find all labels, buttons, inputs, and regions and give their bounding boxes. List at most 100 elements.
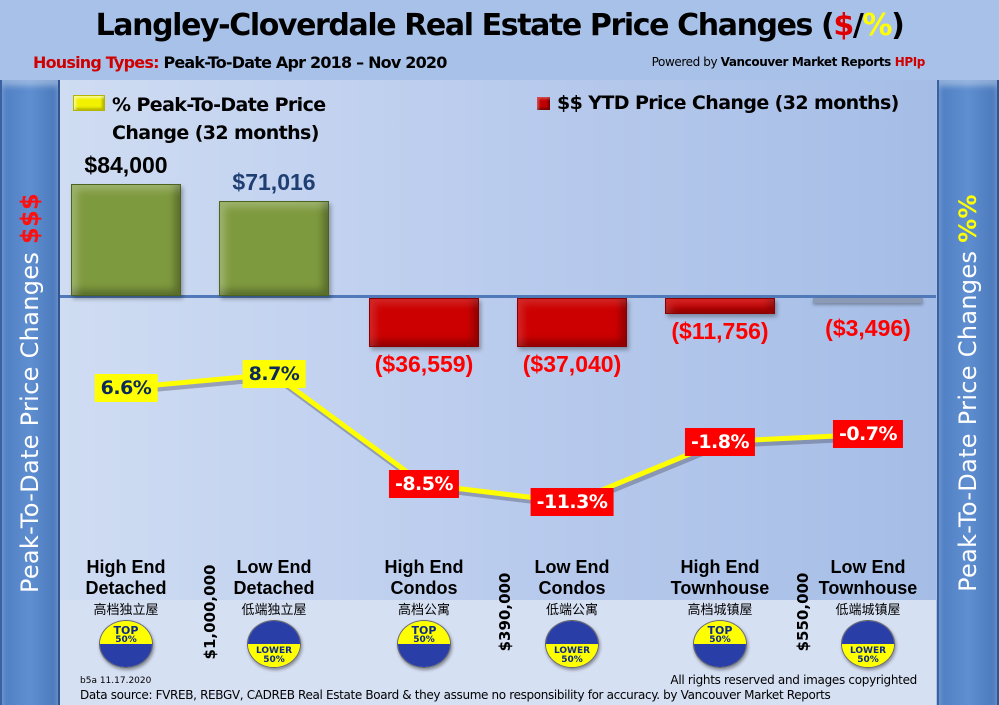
percent-label: 6.6% [94, 373, 158, 402]
title-percent: % [862, 8, 892, 43]
badge-word: LOWER [255, 646, 293, 656]
badge-bottom-half [248, 644, 300, 667]
dollar-bar-5 [813, 298, 923, 303]
legend-percent-line2: Change (32 months) [112, 122, 319, 144]
badge-top-half [398, 621, 450, 644]
data-source: Data source: FVREB, REBGV, CADREB Real E… [80, 688, 831, 702]
legend-percent-line1: % Peak-To-Date Price [112, 94, 326, 116]
badge-top-half [100, 621, 152, 644]
category-label-chinese: 低端独立屋 [241, 603, 307, 618]
percent-label: -11.3% [530, 488, 614, 517]
dollar-bar-label: $84,000 [84, 152, 168, 178]
badge-text: LOWER 50% [248, 646, 300, 665]
powered-hpi: HPIp [894, 55, 926, 69]
title-slash: / [852, 8, 864, 43]
legend-percent: % Peak-To-Date Price Change (32 months) [112, 91, 326, 147]
price-threshold-label: $550,000 [794, 572, 812, 652]
dollar-bar-label: ($37,040) [522, 351, 622, 378]
top-50-badge: TOP 50% [693, 620, 747, 668]
legend-dollar: $$ YTD Price Change (32 months) [557, 92, 899, 114]
title-close: ) [891, 8, 905, 43]
title-dollar: $ [833, 8, 854, 43]
powered-by: Powered by Vancouver Market Reports HPIp [651, 55, 926, 69]
badge-bottom-half [100, 644, 152, 667]
plot-lower-area [60, 600, 936, 705]
badge-text: TOP 50% [100, 625, 152, 645]
category-label: High End Detached [85, 557, 166, 599]
badge-word: LOWER [849, 646, 887, 656]
percent-label: -0.7% [832, 420, 904, 449]
category-line2: Detached [233, 578, 315, 598]
category-label-chinese: 低端公寓 [545, 603, 599, 618]
category-label-chinese: 低端城镇屋 [835, 603, 901, 618]
zero-axis-line [60, 295, 936, 298]
title-text: Langley-Cloverdale Real Estate Price Cha… [95, 8, 835, 43]
badge-percent: 50% [709, 635, 731, 645]
category-label-chinese: 高档城镇屋 [687, 603, 753, 618]
badge-percent: 50% [413, 635, 435, 645]
dollar-bar-label: ($3,496) [825, 314, 911, 341]
badge-bottom-half [694, 644, 746, 667]
badge-percent: 50% [263, 655, 285, 665]
category-line1: Low End [534, 557, 610, 577]
top-50-badge: TOP 50% [397, 620, 451, 668]
powered-prefix: Powered by [651, 55, 721, 69]
badge-word: TOP [113, 624, 139, 637]
lower-50-badge: LOWER 50% [545, 620, 599, 668]
category-line2: Detached [85, 578, 167, 598]
percent-line [125, 371, 869, 505]
badge-text: LOWER 50% [546, 646, 598, 665]
category-label-chinese: 高档公寓 [397, 603, 451, 618]
badge-percent: 50% [857, 655, 879, 665]
price-threshold-label: $1,000,000 [201, 564, 219, 660]
category-label-chinese: 高档独立屋 [93, 603, 159, 618]
badge-bottom-half [546, 644, 598, 667]
category-label: High End Condos [385, 557, 464, 599]
category-line2: Condos [538, 578, 606, 598]
subtitle: Housing Types: Peak-To-Date Apr 2018 – N… [33, 53, 447, 72]
dollar-bar-3 [517, 298, 627, 348]
badge-top-half [546, 621, 598, 644]
percent-line-shadow [127, 375, 871, 509]
price-threshold-label: $390,000 [496, 572, 514, 652]
powered-brand: Vancouver Market Reports [720, 55, 895, 69]
copyright-notice: All rights reserved and images copyright… [670, 673, 917, 687]
category-line2: Townhouse [818, 578, 918, 598]
dollar-bar-1 [219, 201, 329, 296]
badge-word: TOP [411, 624, 437, 637]
badge-word: LOWER [553, 646, 591, 656]
chart-title: Langley-Cloverdale Real Estate Price Cha… [0, 8, 999, 43]
dollar-bar-0 [71, 184, 181, 296]
dollar-bar-4 [665, 298, 775, 314]
top-50-badge: TOP 50% [99, 620, 153, 668]
right-axis-panel: Peak-To-Date Price Changes %% [937, 80, 999, 705]
percent-label: 8.7% [242, 360, 306, 389]
legend-swatch-percent [73, 95, 105, 111]
version-code: b5a 11.17.2020 [80, 676, 152, 686]
badge-percent: 50% [561, 655, 583, 665]
category-line2: Townhouse [670, 578, 770, 598]
percent-label: -8.5% [388, 470, 460, 499]
dollar-bar-2 [369, 298, 479, 347]
dollar-bar-label: ($36,559) [374, 350, 474, 377]
subtitle-prefix: Housing Types: [33, 53, 159, 72]
lower-50-badge: LOWER 50% [247, 620, 301, 668]
badge-top-half [842, 621, 894, 644]
badge-text: TOP 50% [694, 625, 746, 645]
badge-text: LOWER 50% [842, 646, 894, 665]
category-line1: High End [680, 557, 760, 577]
category-label: Low End Townhouse [819, 557, 918, 599]
percent-label: -1.8% [684, 427, 756, 456]
badge-word: TOP [707, 624, 733, 637]
badge-percent: 50% [115, 635, 137, 645]
badge-top-half [694, 621, 746, 644]
category-line1: Low End [830, 557, 906, 577]
category-label: Low End Condos [535, 557, 610, 599]
category-line1: Low End [236, 557, 312, 577]
category-label: Low End Detached [233, 557, 314, 599]
lower-50-badge: LOWER 50% [841, 620, 895, 668]
category-label: High End Townhouse [671, 557, 770, 599]
dollar-bar-label: $71,016 [232, 169, 316, 196]
category-line2: Condos [390, 578, 458, 598]
left-axis-panel: Peak-To-Date Price Changes $$$ [0, 80, 60, 705]
